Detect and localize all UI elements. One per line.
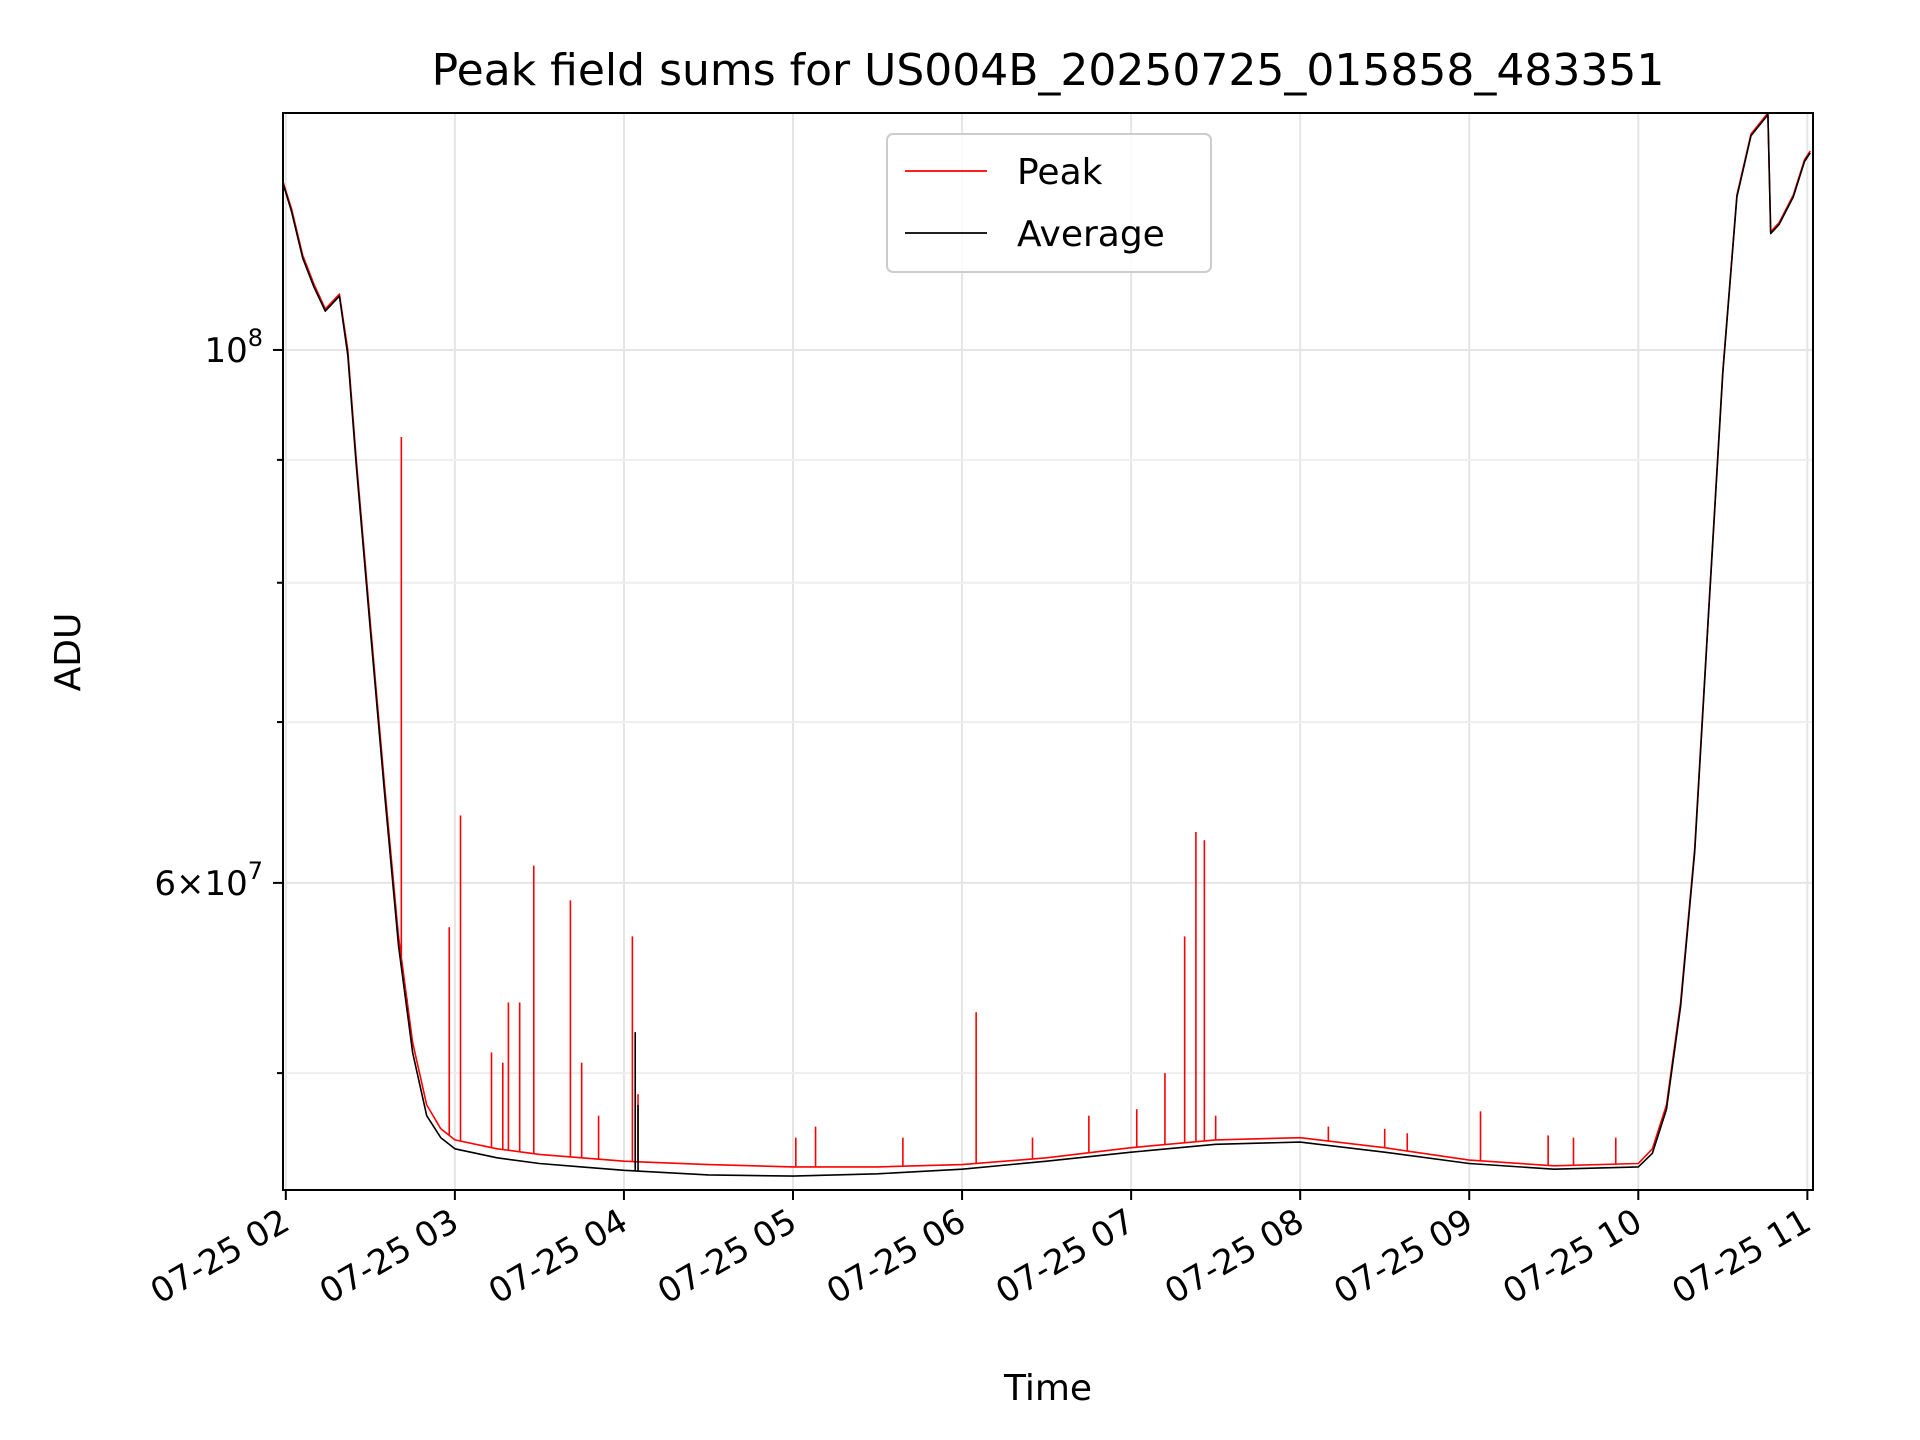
y-tick-label: 6×107 — [154, 857, 263, 904]
y-tick-times: ×10 — [176, 864, 248, 904]
legend: Peak Average — [886, 133, 1212, 273]
legend-peak-label: Peak — [1017, 152, 1103, 193]
legend-box — [886, 133, 1212, 273]
chart-title: Peak field sums for US004B_20250725_0158… — [432, 45, 1665, 96]
y-axis-label: ADU — [48, 613, 89, 692]
y-tick-label: 108 — [204, 324, 263, 371]
x-axis-label: Time — [1003, 1368, 1092, 1409]
legend-average-label: Average — [1017, 214, 1165, 255]
y-tick-base: 6 — [154, 864, 176, 904]
y-tick-base: 10 — [204, 331, 247, 371]
y-tick-exponent: 8 — [248, 324, 263, 352]
y-tick-exponent: 7 — [248, 857, 263, 885]
grid — [283, 113, 1813, 1190]
series-average-line — [282, 113, 1811, 1177]
y-axis: 6×107 108 — [154, 324, 283, 1075]
plot-area — [282, 112, 1811, 1177]
axes-frame — [282, 112, 1814, 1191]
